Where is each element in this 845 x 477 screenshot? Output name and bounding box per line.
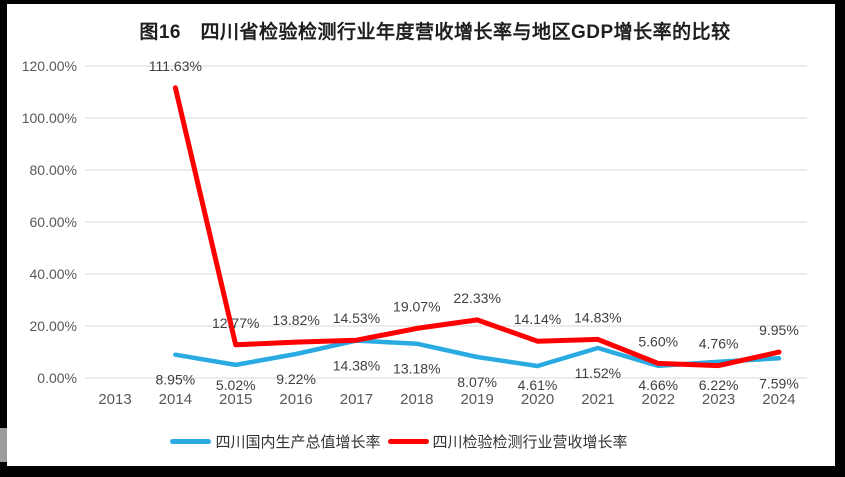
x-axis-tick-label: 2023 (702, 391, 735, 408)
data-label: 12.77% (212, 315, 259, 331)
data-label: 111.63% (149, 58, 202, 74)
data-label: 4.61% (518, 377, 558, 393)
frame-left-bar-segment (0, 428, 7, 462)
legend-label-gdp: 四川国内生产总值增长率 (215, 433, 381, 451)
y-axis-tick-label: 60.00% (30, 214, 77, 230)
data-label: 14.53% (333, 310, 380, 326)
data-label: 7.59% (759, 375, 799, 391)
data-label: 5.60% (638, 333, 678, 349)
chart-area: 图16 四川省检验检测行业年度营收增长率与地区GDP增长率的比较 0.00% 20… (7, 4, 835, 466)
x-axis-tick-label: 2024 (762, 391, 795, 408)
x-axis-tick-label: 2022 (642, 391, 675, 408)
legend-item-revenue: 四川检验检测行业营收增长率 (387, 431, 628, 452)
data-label: 4.76% (699, 336, 739, 352)
x-axis-tick-label: 2021 (581, 391, 614, 408)
data-label: 6.22% (699, 377, 739, 393)
legend-swatch-revenue-line (387, 438, 429, 444)
data-label: 4.66% (638, 377, 678, 393)
data-label: 8.95% (156, 372, 196, 388)
line-chart-canvas: 0.00% 20.00% 40.00% 60.00% 80.00% 100.00% 120.… (22, 58, 807, 408)
data-label: 11.52% (575, 365, 621, 381)
data-label: 9.22% (276, 371, 316, 387)
x-axis-tick-label: 2018 (400, 391, 433, 408)
y-axis-tick-label: 120.00% (22, 58, 77, 74)
data-label: 5.02% (216, 377, 256, 393)
data-label: 22.33% (453, 290, 500, 306)
series-line-1 (172, 85, 782, 369)
x-axis-tick-label: 2016 (279, 391, 312, 408)
x-axis-tick-label: 2020 (521, 391, 554, 408)
data-label: 19.07% (393, 298, 440, 314)
y-axis-tick-label: 40.00% (30, 266, 77, 282)
data-label: 14.14% (514, 311, 561, 327)
data-label: 9.95% (759, 322, 799, 338)
x-axis-tick-label: 2014 (159, 391, 192, 408)
chart-title: 图16 四川省检验检测行业年度营收增长率与地区GDP增长率的比较 (139, 22, 731, 43)
x-axis-tick-label: 2017 (340, 391, 373, 408)
x-axis-tick-label: 2015 (219, 391, 252, 408)
data-label: 13.18% (393, 361, 440, 377)
legend-item-gdp: 四川国内生产总值增长率 (170, 431, 381, 452)
x-axis-tick-label: 2019 (460, 391, 493, 408)
chart-legend: 四川国内生产总值增长率 四川检验检测行业营收增长率 (0, 429, 813, 453)
data-label: 8.07% (457, 374, 497, 390)
y-axis-tick-label: 20.00% (30, 318, 77, 334)
data-label: 14.83% (574, 309, 621, 325)
y-axis-tick-label: 80.00% (30, 162, 77, 178)
x-axis-tick-label: 2013 (98, 391, 131, 408)
y-axis-tick-label: 100.00% (22, 110, 77, 126)
legend-label-revenue: 四川检验检测行业营收增长率 (432, 433, 628, 451)
data-label: 14.38% (333, 358, 380, 374)
data-label: 13.82% (272, 312, 319, 328)
legend-swatch-gdp-line (170, 438, 212, 444)
y-axis-tick-label: 0.00% (37, 370, 77, 386)
